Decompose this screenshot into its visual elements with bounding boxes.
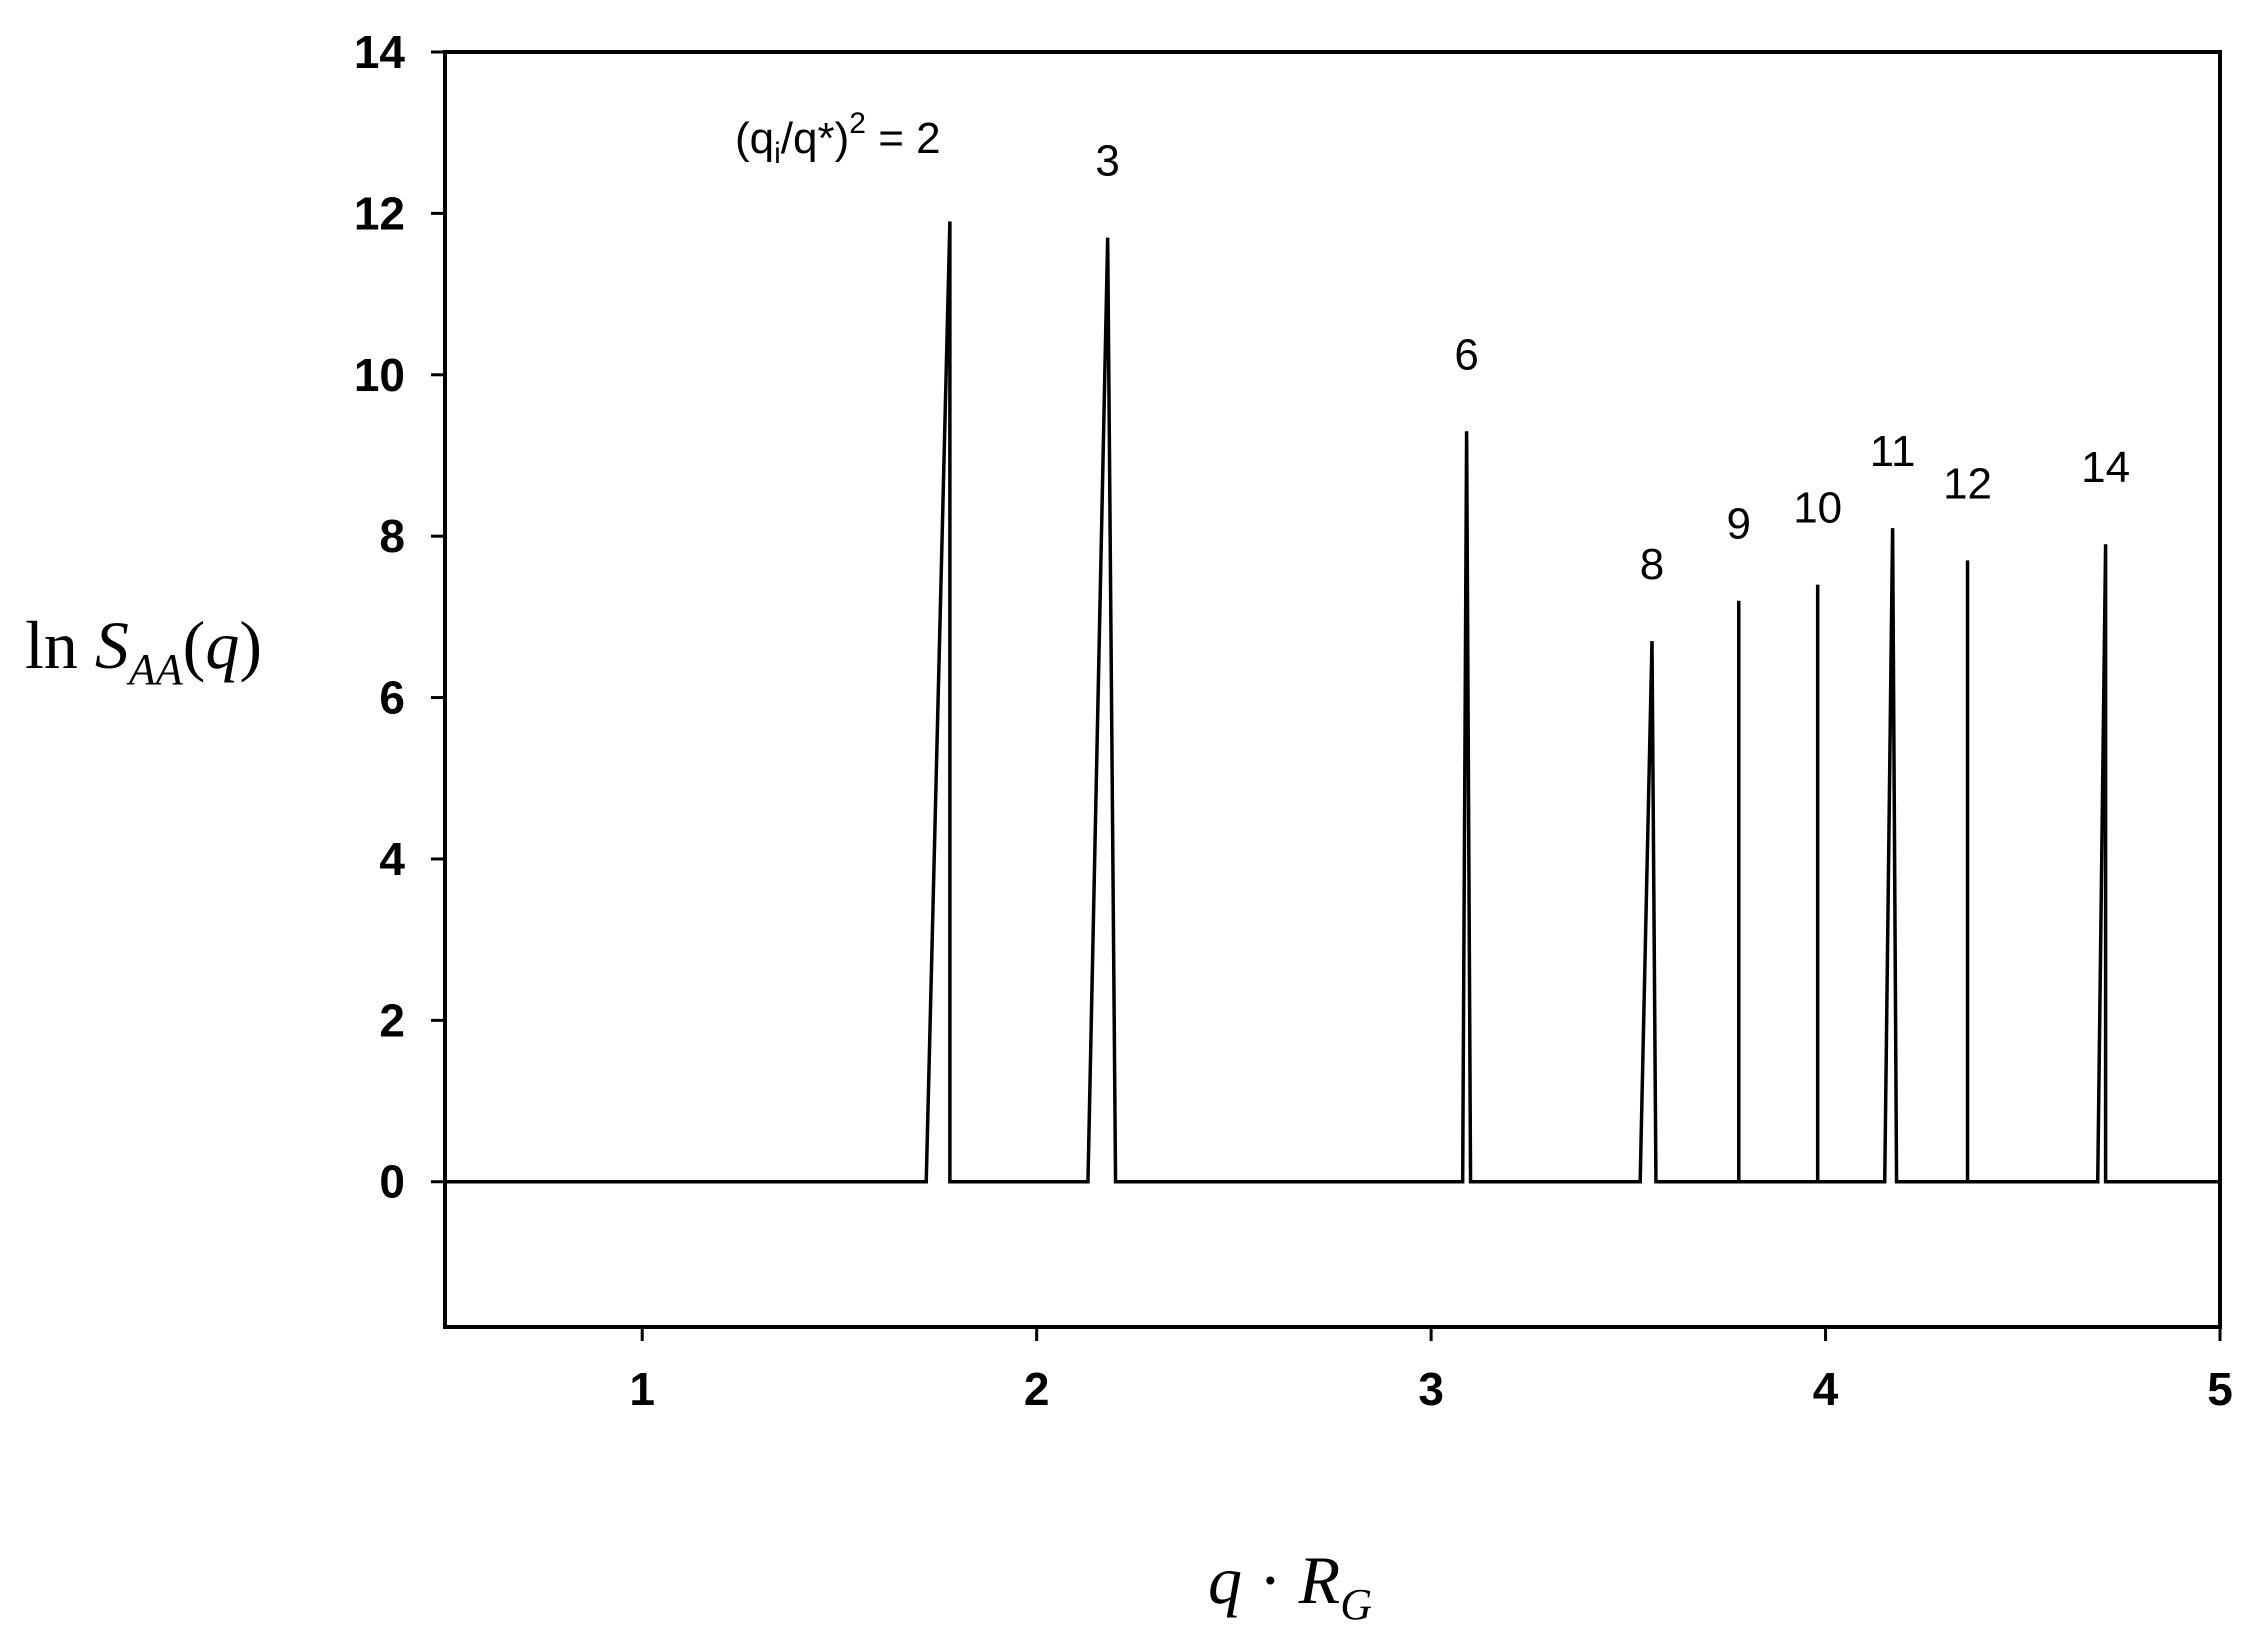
y-title-ln: ln: [25, 607, 95, 683]
peak-label: 9: [1727, 500, 1751, 549]
y-tick-label: 0: [379, 1156, 405, 1208]
y-title-sub: AA: [126, 645, 184, 694]
peak-label: 10: [1793, 484, 1842, 533]
y-tick-label: 14: [354, 26, 406, 78]
x-title-sub: G: [1340, 1580, 1372, 1629]
peak-label: 12: [1943, 459, 1992, 508]
x-axis-ticks: 1 2 3 4 5: [629, 1327, 2233, 1415]
y-title-close: ): [239, 607, 262, 683]
plot-frame: [443, 50, 2222, 1329]
first-label-rest: = 2: [866, 114, 941, 163]
peak-label: 14: [2081, 443, 2130, 492]
first-label-open: (q: [735, 114, 774, 163]
y-title-q: q: [205, 607, 239, 683]
first-label-mid: /q*): [781, 114, 849, 163]
peak-label: 11: [1870, 427, 1916, 476]
peak-labels: 3 6 8 9 10 11 12 14: [1095, 137, 2130, 589]
y-tick-label: 8: [379, 510, 405, 562]
x-tick-label: 5: [2207, 1363, 2233, 1415]
peak-label: 6: [1454, 330, 1478, 379]
x-title-q: q: [1208, 1542, 1242, 1618]
y-axis-title: ln SAA(q): [25, 607, 262, 694]
x-tick-label: 4: [1813, 1363, 1839, 1415]
y-tick-label: 12: [354, 187, 405, 239]
y-title-open: (: [183, 607, 206, 683]
x-title-dot: ·: [1242, 1542, 1299, 1618]
y-tick-label: 6: [379, 672, 405, 724]
x-axis-title: q · RG: [1208, 1542, 1372, 1629]
first-label-sub: i: [774, 137, 781, 170]
series-line: [445, 221, 2220, 1184]
x-tick-label: 2: [1024, 1363, 1050, 1415]
x-title-r: R: [1298, 1542, 1341, 1618]
x-tick-label: 1: [629, 1363, 655, 1415]
y-tick-label: 2: [379, 994, 405, 1046]
peak-label-first: (qi/q*)2 = 2: [735, 107, 941, 170]
peak-label: 8: [1640, 540, 1664, 589]
first-label-sup: 2: [849, 107, 866, 140]
y-tick-label: 4: [379, 833, 405, 885]
y-tick-label: 10: [354, 349, 405, 401]
x-tick-label: 3: [1418, 1363, 1444, 1415]
y-title-s: S: [95, 607, 129, 683]
y-axis-ticks: 0 2 4 6 8 10 12 14: [354, 26, 445, 1208]
peak-label: 3: [1095, 137, 1119, 186]
